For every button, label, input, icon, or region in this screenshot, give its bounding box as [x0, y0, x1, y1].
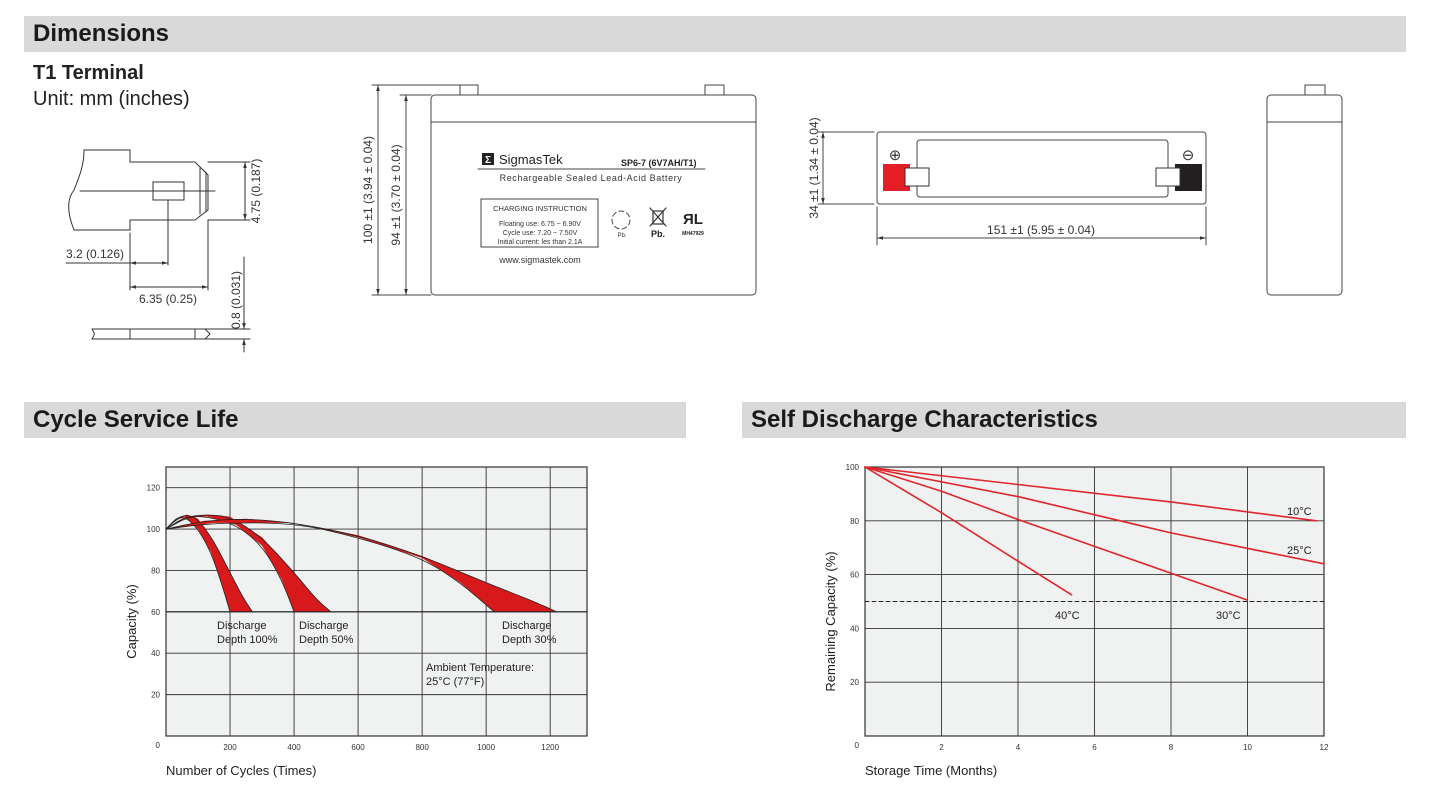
x-tick-label: 2 — [939, 743, 944, 752]
bin-label: Pb. — [651, 229, 665, 239]
terminal-drawing — [65, 149, 251, 353]
y-tick-label: 100 — [147, 525, 161, 534]
crossed-bin-icon — [649, 207, 667, 227]
brand-logo: Σ — [485, 155, 491, 166]
battery-subtitle: Rechargeable Sealed Lead-Acid Battery — [500, 173, 683, 183]
unit-label: Unit: mm (inches) — [33, 88, 190, 110]
website: www.sigmastek.com — [498, 255, 581, 265]
y-tick-label: 20 — [850, 678, 859, 687]
series-line — [864, 466, 1325, 565]
band-lower-curve — [165, 517, 231, 613]
x-tick-label: 600 — [351, 743, 365, 752]
x-tick-label: 200 — [223, 743, 237, 752]
recycle-label: Pb. — [617, 233, 626, 239]
band-lower-curve — [165, 522, 495, 613]
battery-front-view — [371, 84, 757, 296]
x-tick-label: 8 — [1169, 743, 1174, 752]
y-tick-label: 60 — [151, 608, 160, 617]
dim-slot-width: 3.2 (0.126) — [66, 247, 124, 261]
annotation: Ambient Temperature: — [426, 662, 534, 674]
x-tick-label: 10 — [1243, 743, 1252, 752]
y-tick-label: 20 — [151, 691, 160, 700]
band-upper-curve — [165, 519, 557, 613]
x-tick-label: 400 — [287, 743, 301, 752]
dim-tab-thickness: 0.8 (0.031) — [229, 271, 243, 329]
battery-side-view — [1266, 84, 1343, 296]
dim-tab-width: 6.35 (0.25) — [139, 292, 197, 306]
dim-total-height: 100 ±1 (3.94 ± 0.04) — [361, 136, 375, 244]
charging-line: Cycle use: 7.20 ~ 7.50V — [503, 230, 578, 237]
y-tick-label: 40 — [151, 649, 160, 658]
self-discharge-chart: 2 4 6 8 10 12 0 20 40 60 80 100 Storage Time (Months… — [823, 463, 1329, 778]
x-tick-label: 1000 — [477, 743, 495, 752]
ul-mark-icon: ЯL — [683, 211, 703, 228]
band-label: Discharge — [299, 620, 349, 632]
series-line — [864, 466, 1318, 522]
y-axis-label: Remaining Capacity (%) — [823, 551, 838, 691]
y-tick-label: 0 — [156, 741, 161, 750]
y-tick-label: 80 — [151, 566, 160, 575]
series-line — [864, 466, 1073, 596]
x-tick-label: 4 — [1016, 743, 1021, 752]
discharge-band — [166, 514, 331, 612]
band-label: Depth 100% — [217, 634, 278, 646]
section-header-cycle-life: Cycle Service Life — [24, 402, 686, 438]
x-axis-label: Number of Cycles (Times) — [166, 763, 316, 778]
y-axis-label: Capacity (%) — [124, 584, 139, 658]
section-header-self-discharge: Self Discharge Characteristics — [742, 402, 1406, 438]
x-tick-label: 12 — [1320, 743, 1329, 752]
band-label: Depth 50% — [299, 634, 354, 646]
x-tick-label: 1200 — [541, 743, 559, 752]
series-line — [864, 466, 1249, 601]
dim-width: 34 ±1 (1.34 ± 0.04) — [807, 117, 821, 218]
brand-logo-box — [482, 153, 494, 165]
positive-symbol: ⊕ — [889, 147, 902, 164]
recycle-icon — [611, 210, 631, 230]
x-axis-label: Storage Time (Months) — [865, 763, 997, 778]
series-label: 10°C — [1287, 506, 1312, 518]
dim-tab-height: 4.75 (0.187) — [249, 159, 263, 224]
charging-line: Initial current: les than 2.1A — [498, 239, 583, 246]
band-label: Discharge — [217, 620, 267, 632]
model-label: SP6-7 (6V7AH/T1) — [621, 158, 697, 168]
series-label: 25°C — [1287, 545, 1312, 557]
y-tick-label: 0 — [855, 741, 860, 750]
charging-line: Floating use: 6.75 ~ 6.90V — [499, 221, 581, 228]
y-tick-label: 40 — [850, 624, 859, 633]
y-tick-label: 80 — [850, 517, 859, 526]
terminal-title: T1 Terminal — [33, 62, 144, 84]
brand-name: SigmasTek — [499, 152, 563, 167]
annotation: 25°C (77°F) — [426, 676, 484, 688]
ul-code: MH47929 — [682, 231, 704, 237]
dim-case-height: 94 ±1 (3.70 ± 0.04) — [389, 144, 403, 245]
x-tick-label: 800 — [415, 743, 429, 752]
section-header-dimensions: Dimensions — [24, 16, 1406, 52]
charging-title: CHARGING INSTRUCTION — [493, 204, 587, 213]
discharge-band — [166, 514, 253, 612]
y-tick-label: 100 — [846, 463, 860, 472]
y-tick-label: 60 — [850, 571, 859, 580]
series-label: 40°C — [1055, 610, 1080, 622]
cycle-life-chart: 200 400 600 800 1000 1200 0 20 40 60 80 100 120 Numbe… — [124, 466, 588, 778]
band-label: Discharge — [502, 620, 552, 632]
dim-length: 151 ±1 (5.95 ± 0.04) — [987, 223, 1095, 237]
negative-symbol: ⊖ — [1182, 147, 1195, 164]
x-tick-label: 6 — [1092, 743, 1097, 752]
series-label: 30°C — [1216, 610, 1241, 622]
band-label: Depth 30% — [502, 634, 557, 646]
y-tick-label: 120 — [147, 484, 161, 493]
